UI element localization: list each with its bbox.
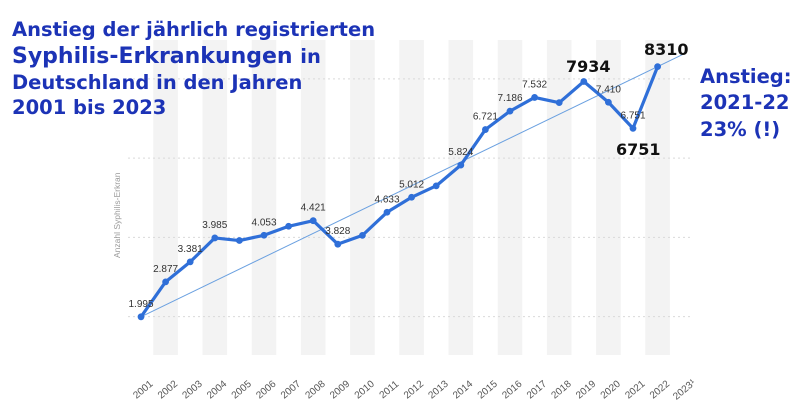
x-tick-label: 2015 (476, 378, 500, 401)
series-line (139, 66, 660, 318)
data-label: 4.421 (301, 203, 326, 214)
data-label: 3.828 (325, 226, 350, 237)
title-line-3: Deutschland in den Jahren (12, 71, 303, 95)
title-line-4: 2001 bis 2023 (12, 96, 167, 120)
data-point (309, 217, 317, 225)
x-tick-label: 2021 (623, 378, 647, 401)
x-tick-label: 2023¹ (671, 377, 698, 402)
data-point (285, 222, 292, 230)
data-point (629, 124, 637, 132)
column-band (251, 40, 277, 355)
data-point (162, 278, 170, 286)
data-point (260, 231, 268, 239)
data-label: 2.877 (153, 264, 178, 275)
highlight-2022: 8310 (644, 40, 689, 59)
column-band (546, 40, 572, 355)
data-label: 5.012 (399, 179, 424, 190)
data-label: 1.995 (128, 299, 153, 310)
data-point (506, 107, 514, 115)
data-label: 5.824 (448, 147, 473, 158)
x-tick-label: 2013 (427, 378, 451, 401)
data-point (457, 161, 465, 169)
x-tick-label: 2009 (328, 378, 352, 401)
x-tick-label: 2014 (451, 378, 475, 401)
data-point (334, 240, 342, 248)
data-label: 4.053 (251, 217, 276, 228)
x-tick-label: 2003 (181, 378, 205, 401)
data-label: 7.410 (596, 84, 621, 95)
data-point (359, 231, 366, 239)
data-point (605, 98, 612, 106)
x-tick-label: 2011 (378, 379, 402, 402)
title-line-1: Anstieg der jährlich registrierten (12, 18, 376, 41)
chart-title: Anstieg der jährlich registrierten Syphi… (12, 18, 375, 121)
highlight-2021: 6751 (616, 140, 661, 159)
data-label: 6.751 (620, 110, 645, 121)
x-tick-label: 2007 (279, 378, 303, 401)
x-tick-label: 2018 (550, 378, 574, 401)
alternating-column-bands (153, 40, 670, 355)
x-tick-label: 2001 (131, 378, 155, 401)
x-tick-label: 2017 (525, 378, 549, 401)
data-points (137, 63, 661, 321)
annotation-line-2: 2021-22 (700, 91, 790, 115)
x-tick-label: 2022 (648, 378, 672, 401)
data-point (383, 208, 391, 216)
title-line-2-tail: in (300, 44, 321, 68)
data-label: 3.985 (202, 220, 227, 231)
x-axis-ticks: 2001 2002 2003 2004 2005 2006 2007 2008 2009 2010… (131, 377, 698, 402)
data-point (555, 99, 563, 107)
x-tick-label: 2004 (205, 378, 229, 401)
annotation-line-3: 23% (!) (700, 117, 781, 141)
data-label: 7.186 (497, 93, 522, 104)
y-axis-label: Anzahl Syphilis-Erkran (112, 172, 122, 258)
column-band (202, 40, 228, 355)
data-point (531, 94, 538, 101)
data-label: 6.721 (473, 112, 498, 123)
title-line-2-main: Syphilis-Erkrankungen (12, 43, 293, 69)
annotation-line-1: Anstieg: (700, 65, 792, 88)
column-band (350, 40, 375, 355)
title-line-2: Syphilis-Erkrankungen in (12, 43, 375, 71)
x-tick-label: 2016 (500, 378, 524, 401)
data-point (580, 78, 588, 85)
highlight-2019: 7934 (566, 57, 611, 76)
column-band (300, 40, 326, 355)
data-label: 3.381 (178, 244, 203, 255)
x-tick-label: 2019 (574, 378, 598, 401)
data-label: 7.532 (522, 79, 547, 90)
data-point (408, 193, 415, 201)
data-point (211, 234, 219, 242)
data-point (236, 237, 243, 244)
increase-annotation: Anstieg: 2021-22 23% (!) (700, 64, 792, 143)
data-point (137, 313, 145, 321)
column-band (645, 40, 670, 355)
data-point (654, 63, 661, 70)
data-label: 4.633 (374, 194, 399, 205)
column-band (596, 40, 621, 355)
x-tick-label: 2006 (254, 378, 278, 401)
x-tick-label: 2002 (156, 378, 180, 401)
data-point (482, 126, 489, 133)
column-band (448, 40, 474, 355)
data-point (186, 258, 194, 266)
column-band (497, 40, 523, 355)
x-tick-label: 2005 (230, 378, 254, 401)
x-tick-label: 2020 (599, 378, 623, 401)
data-point (432, 182, 440, 190)
x-tick-label: 2012 (402, 378, 426, 401)
column-band (153, 40, 178, 355)
gridlines (128, 78, 690, 318)
trend-line (140, 52, 686, 318)
x-tick-label: 2010 (353, 378, 377, 401)
x-tick-label: 2008 (304, 378, 328, 401)
